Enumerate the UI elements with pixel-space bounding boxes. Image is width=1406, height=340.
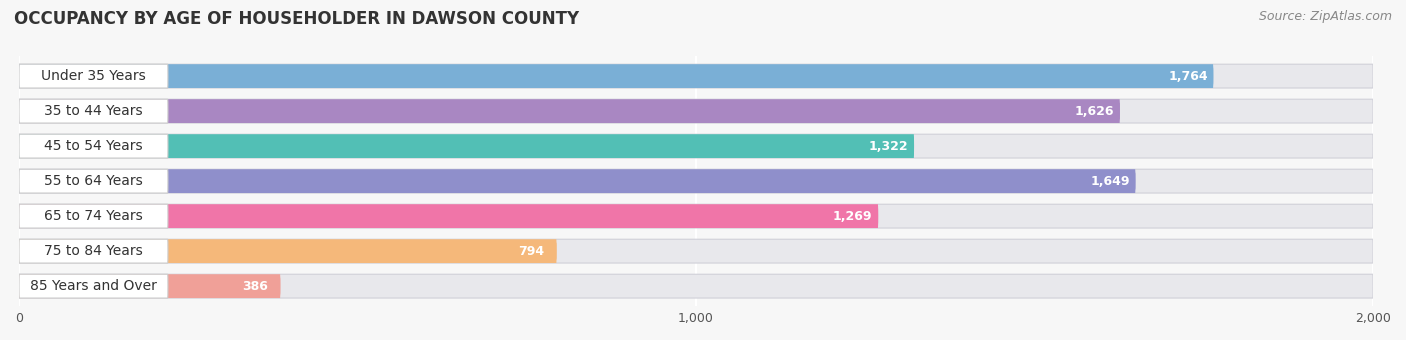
Text: OCCUPANCY BY AGE OF HOUSEHOLDER IN DAWSON COUNTY: OCCUPANCY BY AGE OF HOUSEHOLDER IN DAWSO… [14,10,579,28]
FancyBboxPatch shape [20,64,1213,88]
FancyBboxPatch shape [20,274,167,298]
Text: 1,626: 1,626 [1074,105,1114,118]
FancyBboxPatch shape [229,278,280,294]
FancyBboxPatch shape [20,274,280,298]
FancyBboxPatch shape [20,239,1374,263]
FancyBboxPatch shape [863,138,914,154]
FancyBboxPatch shape [1084,173,1136,189]
FancyBboxPatch shape [20,274,1374,298]
Text: 45 to 54 Years: 45 to 54 Years [44,139,143,153]
Text: 1,322: 1,322 [869,140,908,153]
Text: 55 to 64 Years: 55 to 64 Years [44,174,143,188]
Text: Source: ZipAtlas.com: Source: ZipAtlas.com [1258,10,1392,23]
Text: Under 35 Years: Under 35 Years [41,69,146,83]
FancyBboxPatch shape [1069,103,1119,119]
FancyBboxPatch shape [20,169,1374,193]
Text: 1,649: 1,649 [1090,175,1130,188]
Text: 85 Years and Over: 85 Years and Over [30,279,157,293]
Text: 1,269: 1,269 [832,210,873,223]
FancyBboxPatch shape [20,204,1374,228]
Text: 794: 794 [519,245,544,258]
FancyBboxPatch shape [20,169,167,193]
FancyBboxPatch shape [20,64,1374,88]
FancyBboxPatch shape [827,208,879,224]
Text: 386: 386 [242,279,269,293]
FancyBboxPatch shape [20,239,167,263]
FancyBboxPatch shape [20,134,914,158]
Text: 35 to 44 Years: 35 to 44 Years [44,104,143,118]
FancyBboxPatch shape [20,99,1374,123]
FancyBboxPatch shape [20,204,879,228]
FancyBboxPatch shape [20,134,167,158]
FancyBboxPatch shape [20,169,1136,193]
FancyBboxPatch shape [506,243,557,259]
Text: 75 to 84 Years: 75 to 84 Years [44,244,143,258]
FancyBboxPatch shape [20,64,167,88]
Text: 65 to 74 Years: 65 to 74 Years [44,209,143,223]
FancyBboxPatch shape [20,239,557,263]
Text: 1,764: 1,764 [1168,70,1208,83]
FancyBboxPatch shape [20,99,1119,123]
FancyBboxPatch shape [20,204,167,228]
FancyBboxPatch shape [1163,68,1213,84]
FancyBboxPatch shape [20,99,167,123]
FancyBboxPatch shape [20,134,1374,158]
